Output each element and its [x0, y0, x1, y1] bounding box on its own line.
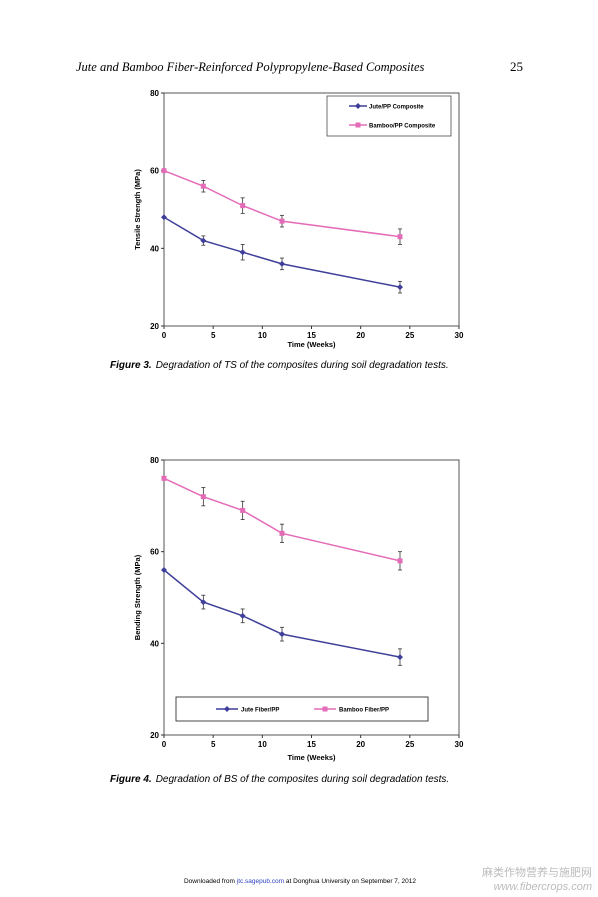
- data-point: [161, 168, 167, 174]
- data-point: [200, 599, 207, 606]
- data-point: [279, 631, 285, 638]
- footer-prefix: Downloaded from: [184, 878, 235, 885]
- page-number: 25: [510, 59, 523, 74]
- legend-box: [175, 696, 429, 722]
- x-tick-label: 30: [455, 331, 464, 340]
- x-tick-label: 5: [211, 740, 216, 749]
- y-tick-label: 20: [150, 322, 159, 331]
- data-point: [161, 214, 167, 221]
- data-point: [397, 558, 403, 564]
- data-point: [279, 260, 285, 267]
- data-point: [397, 284, 403, 291]
- data-point: [239, 249, 246, 256]
- legend-label: Jute Fiber/PP: [241, 708, 279, 714]
- data-point: [200, 237, 207, 244]
- x-tick-label: 15: [307, 331, 316, 340]
- legend-marker: [224, 706, 230, 712]
- caption-label: Figure 4.: [110, 774, 152, 785]
- y-tick-label: 60: [150, 548, 159, 557]
- footer: Downloaded from jtc.sagepub.com at Dongh…: [184, 878, 416, 885]
- watermark-url: www.fibercrops.com: [494, 881, 592, 893]
- x-axis-label: Time (Weeks): [287, 753, 336, 762]
- data-point: [200, 183, 206, 189]
- x-tick-label: 0: [162, 331, 167, 340]
- caption-text: Degradation of TS of the composites duri…: [156, 360, 449, 371]
- x-axis-label: Time (Weeks): [287, 340, 336, 349]
- data-point: [279, 218, 285, 224]
- legend-box: [326, 95, 452, 137]
- data-point: [397, 654, 403, 661]
- data-point: [240, 507, 246, 513]
- y-axis-label: Bending Strength (MPa): [133, 554, 142, 640]
- figure-caption: Figure 4. Degradation of BS of the compos…: [110, 774, 449, 785]
- running-header: Jute and Bamboo Fiber-Reinforced Polypro…: [76, 60, 425, 74]
- x-tick-label: 10: [258, 331, 267, 340]
- x-tick-label: 20: [356, 331, 365, 340]
- legend-marker: [355, 103, 361, 109]
- y-tick-label: 20: [150, 731, 159, 740]
- x-tick-label: 20: [356, 740, 365, 749]
- data-point: [240, 203, 246, 209]
- data-point: [397, 234, 403, 240]
- x-tick-label: 5: [211, 331, 216, 340]
- data-point: [161, 475, 167, 481]
- data-point: [279, 530, 285, 536]
- legend-label: Jute/PP Composite: [369, 105, 424, 111]
- x-tick-label: 25: [405, 331, 414, 340]
- footer-suffix: at Donghua University on September 7, 20…: [286, 878, 416, 885]
- data-point: [200, 494, 206, 500]
- figure-caption: Figure 3. Degradation of TS of the compos…: [110, 360, 449, 371]
- legend-label: Bamboo Fiber/PP: [339, 708, 389, 714]
- y-tick-label: 80: [150, 89, 159, 98]
- y-axis-label: Tensile Strength (MPa): [133, 169, 142, 250]
- x-tick-label: 10: [258, 740, 267, 749]
- x-tick-label: 15: [307, 740, 316, 749]
- x-tick-label: 30: [455, 740, 464, 749]
- legend-label: Bamboo/PP Composite: [369, 124, 436, 130]
- legend-marker: [355, 122, 361, 128]
- y-tick-label: 40: [150, 639, 159, 648]
- x-tick-label: 0: [162, 740, 167, 749]
- footer-link[interactable]: jtc.sagepub.com: [236, 878, 284, 885]
- legend-marker: [322, 706, 328, 712]
- y-tick-label: 40: [150, 244, 159, 253]
- caption-text: Degradation of BS of the composites duri…: [156, 774, 450, 785]
- y-tick-label: 60: [150, 167, 159, 176]
- y-tick-label: 80: [150, 456, 159, 465]
- x-tick-label: 25: [405, 740, 414, 749]
- watermark-name: 麻类作物营养与施肥网: [482, 865, 592, 879]
- caption-label: Figure 3.: [110, 360, 152, 371]
- data-point: [239, 612, 246, 619]
- data-point: [161, 567, 167, 573]
